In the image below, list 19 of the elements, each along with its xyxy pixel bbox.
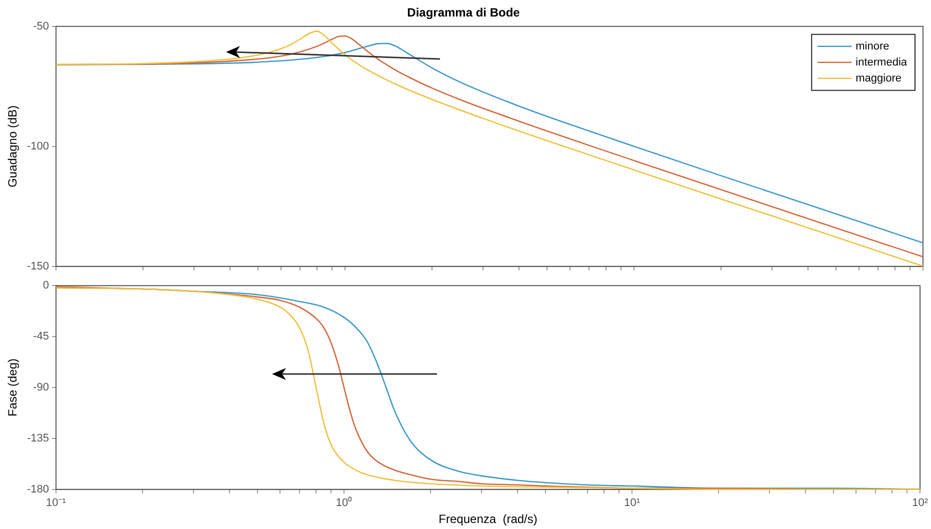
chart-title: Diagramma di Bode (407, 6, 520, 20)
y-tick-label: -100 (26, 140, 49, 152)
y-tick-label: 0 (42, 280, 49, 292)
legend-label: minore (856, 40, 890, 52)
y-axis-title: Guadagno (dB) (6, 105, 20, 188)
y-tick-label: -135 (26, 432, 49, 444)
legend-label: maggiore (856, 72, 902, 84)
x-axis-title: Frequenza (rad/s) (438, 512, 538, 526)
y-tick-label: -45 (33, 330, 49, 343)
legend-label: intermedia (856, 56, 908, 68)
x-tick-label: 10⁰ (336, 496, 352, 510)
y-axis-title: Fase (deg) (6, 358, 20, 417)
x-tick-label: 10² (912, 497, 928, 510)
y-tick-label: -150 (26, 260, 49, 272)
x-tick-label: 10¹ (624, 497, 640, 510)
x-tick-label: 10⁻¹ (46, 497, 66, 510)
y-tick-label: -180 (26, 483, 49, 496)
y-tick-label: -50 (33, 20, 49, 32)
y-tick-label: -90 (33, 382, 49, 394)
